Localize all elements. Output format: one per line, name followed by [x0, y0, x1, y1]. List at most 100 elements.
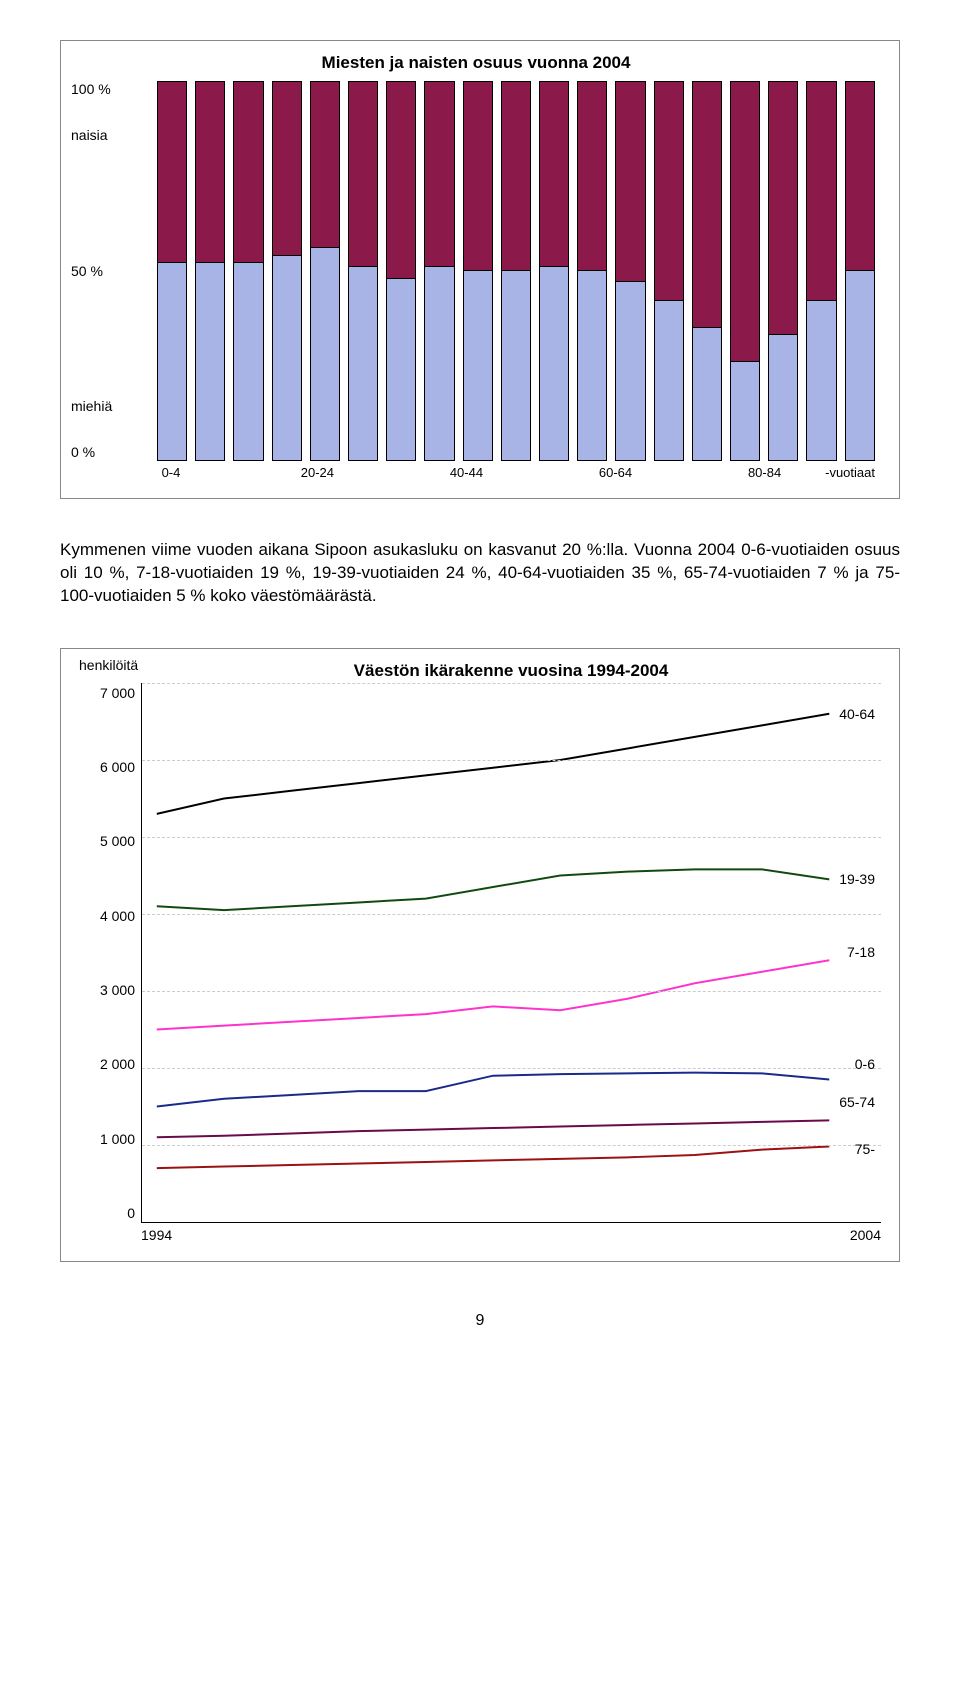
bar-col: [654, 81, 684, 461]
bar-col: [806, 81, 836, 461]
bar-seg-miehia: [578, 271, 606, 460]
chart1-xlabel: [229, 465, 257, 480]
chart1-plot-wrap: 0-4 20-24 40-44 60-64 80-84 -vuotiaat: [151, 81, 881, 480]
chart1-xlabel: [640, 465, 668, 480]
chart1-xlabel: [527, 465, 555, 480]
bar-seg-naisia: [502, 82, 530, 271]
chart2-right-label: 65-74: [839, 1094, 875, 1110]
chart1-xlabel: 0-4: [157, 465, 185, 480]
chart2-gridline: [142, 683, 881, 684]
chart1-xlabel: [342, 465, 370, 480]
bar-seg-naisia: [387, 82, 415, 279]
chart2-right-label: 7-18: [847, 944, 875, 960]
bar-seg-miehia: [464, 271, 492, 460]
bar-seg-miehia: [425, 267, 453, 460]
chart1-xlabel: [712, 465, 740, 480]
bar-col: [539, 81, 569, 461]
bar-seg-naisia: [769, 82, 797, 335]
chart1-xlabel: [563, 465, 591, 480]
chart2-gridline: [142, 991, 881, 992]
chart1-side-label-miehia: miehiä: [71, 398, 147, 414]
line-series-19-39: [157, 869, 829, 910]
chart1-plot: [151, 81, 881, 461]
chart1-xaxis: 0-4 20-24 40-44 60-64 80-84 -vuotiaat: [151, 461, 881, 480]
bar-col: [463, 81, 493, 461]
chart1-ytick-100: 100 %: [71, 81, 147, 97]
chart1-xlabel: 60-64: [599, 465, 632, 480]
bar-col: [768, 81, 798, 461]
bar-seg-miehia: [311, 248, 339, 460]
chart1-title: Miesten ja naisten osuus vuonna 2004: [71, 53, 881, 73]
chart2-xlabel-end: 2004: [850, 1227, 881, 1243]
chart2-gridline: [142, 760, 881, 761]
bar-seg-naisia: [196, 82, 224, 263]
bar-col: [501, 81, 531, 461]
bar-col: [577, 81, 607, 461]
chart2-svg: [142, 683, 881, 1222]
chart2-ytick: 7 000: [71, 685, 141, 701]
chart2-gridline: [142, 837, 881, 838]
chart2-ytick: 1 000: [71, 1131, 141, 1147]
chart2-title: Väestön ikärakenne vuosina 1994-2004: [141, 661, 881, 681]
chart1-xlabel: [491, 465, 519, 480]
chart2-ytick: 4 000: [71, 908, 141, 924]
line-series-65-74: [157, 1120, 829, 1137]
bar-col: [310, 81, 340, 461]
bar-seg-naisia: [693, 82, 721, 328]
chart2-ytick: 3 000: [71, 982, 141, 998]
bar-seg-miehia: [807, 301, 835, 460]
bar-seg-naisia: [273, 82, 301, 256]
chart2-xaxis: 1994 2004: [141, 1223, 881, 1243]
bar-seg-naisia: [578, 82, 606, 271]
chart1-xlabel: [265, 465, 293, 480]
bar-seg-miehia: [540, 267, 568, 460]
bar-seg-miehia: [693, 328, 721, 460]
bar-seg-naisia: [846, 82, 874, 271]
bar-seg-miehia: [349, 267, 377, 460]
chart1-area: 100 % naisia 50 % miehiä 0 % 0-420-2440-…: [71, 81, 881, 480]
bar-seg-naisia: [311, 82, 339, 248]
chart2-plot-wrap: henkilöitä Väestön ikärakenne vuosina 19…: [141, 661, 881, 1243]
bar-seg-naisia: [731, 82, 759, 362]
bar-seg-naisia: [234, 82, 262, 263]
line-series-7-18: [157, 960, 829, 1029]
chart1-xlabel: 20-24: [301, 465, 334, 480]
chart1-xlabel: [193, 465, 221, 480]
chart2-yaxis: 7 0006 0005 0004 0003 0002 0001 0000: [71, 661, 141, 1243]
chart2-gridline: [142, 914, 881, 915]
bar-seg-naisia: [616, 82, 644, 282]
bar-seg-miehia: [769, 335, 797, 460]
bar-seg-naisia: [349, 82, 377, 267]
chart1-xlabel: -vuotiaat: [825, 465, 875, 480]
bar-col: [424, 81, 454, 461]
bar-seg-miehia: [846, 271, 874, 460]
chart2-ytick: 2 000: [71, 1056, 141, 1072]
bar-seg-naisia: [655, 82, 683, 301]
chart1-xlabel: [414, 465, 442, 480]
bar-col: [615, 81, 645, 461]
chart1-xlabel: 80-84: [748, 465, 781, 480]
bar-col: [845, 81, 875, 461]
bar-seg-miehia: [731, 362, 759, 460]
chart1-xlabel: [378, 465, 406, 480]
chart2-frame: 7 0006 0005 0004 0003 0002 0001 0000 hen…: [60, 648, 900, 1262]
bar-seg-miehia: [387, 279, 415, 460]
chart2-ytick: 6 000: [71, 759, 141, 775]
bar-col: [386, 81, 416, 461]
chart2-area: 7 0006 0005 0004 0003 0002 0001 0000 hen…: [71, 661, 881, 1243]
bar-seg-miehia: [273, 256, 301, 460]
line-series-0-6: [157, 1072, 829, 1106]
bar-seg-naisia: [464, 82, 492, 271]
chart2-gridline: [142, 1145, 881, 1146]
bar-col: [195, 81, 225, 461]
bar-seg-miehia: [196, 263, 224, 460]
chart2-xlabel-start: 1994: [141, 1227, 172, 1243]
chart1-side-label-naisia: naisia: [71, 127, 147, 143]
chart2-right-label: 0-6: [855, 1056, 875, 1072]
bar-seg-miehia: [655, 301, 683, 460]
chart1-xlabel: 40-44: [450, 465, 483, 480]
bar-col: [730, 81, 760, 461]
page-number: 9: [60, 1312, 900, 1330]
bar-seg-naisia: [425, 82, 453, 267]
chart2-right-label: 19-39: [839, 871, 875, 887]
